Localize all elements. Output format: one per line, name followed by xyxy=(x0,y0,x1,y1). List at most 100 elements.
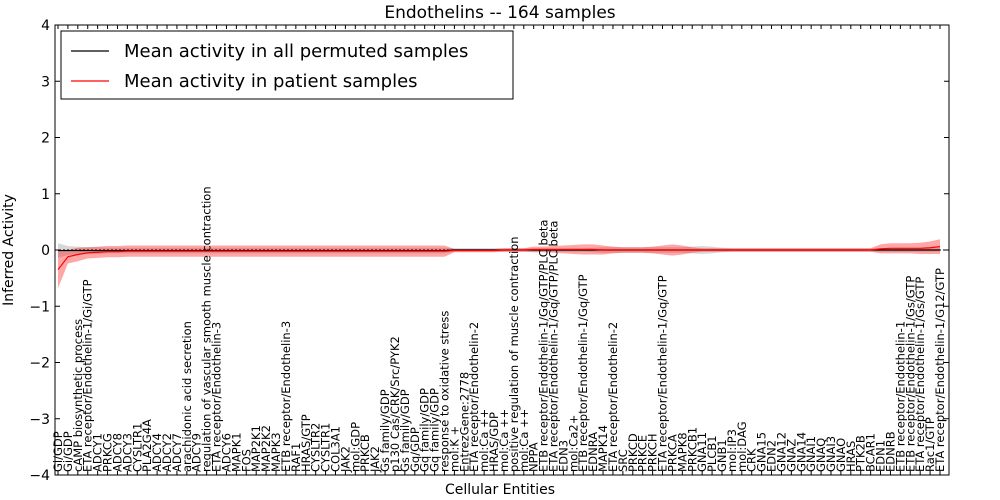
category-label: GNA15 xyxy=(755,432,769,472)
category-label: regulation of vascular smooth muscle con… xyxy=(200,186,214,472)
category-label: JAK2 xyxy=(368,446,382,473)
category-label: Gi/GDP xyxy=(61,431,75,472)
patient-mean-line xyxy=(57,246,941,271)
category-label: PRKCE xyxy=(636,435,650,472)
category-label: PRKCH xyxy=(646,433,660,472)
y-tick-label: 2 xyxy=(41,131,50,147)
category-label: mol:K + xyxy=(447,426,461,472)
category-label: HRAS xyxy=(844,441,858,472)
category-label: EDNRB xyxy=(883,431,897,472)
category-label: mol:Ca ++ xyxy=(477,409,491,472)
category-label: ETA receptor/Endothelin-2 xyxy=(606,322,620,472)
category-label: MAP2K2 xyxy=(259,425,273,472)
category-label: ETA receptor/Endothelin-1/Gq/GTP/PLC bet… xyxy=(547,221,561,472)
category-label: PLA2G4A xyxy=(140,419,154,472)
category-label: ADCY7 xyxy=(170,433,184,472)
category-label: MAPK14 xyxy=(596,425,610,472)
category-label: HRAS/GDP xyxy=(487,412,501,472)
category-label: CYSLTR1 xyxy=(319,423,333,472)
category-label: mol:GDP xyxy=(348,422,362,472)
category-label: PRKCA xyxy=(665,434,679,472)
category-label: SRC xyxy=(616,449,630,472)
category-label: ETB receptor/Endothelin-1 xyxy=(893,321,907,472)
category-label: ETA receptor/Endothelin-1/Gi/GTP xyxy=(81,279,95,472)
category-label: PTK2B xyxy=(854,435,868,472)
category-label: ADCY8 xyxy=(110,433,124,472)
series-lines xyxy=(55,246,949,271)
y-tick-label: −4 xyxy=(29,468,50,484)
legend-entry: Mean activity in all permuted samples xyxy=(124,41,468,62)
category-label: Rac1/GTP xyxy=(923,417,937,472)
category-label: ETA receptor/Endothelin-2 xyxy=(467,322,481,472)
category-label: mol:Ca ++ xyxy=(497,409,511,472)
y-tick-label: 0 xyxy=(41,243,50,259)
category-label: EntrezGene:2778 xyxy=(457,372,471,472)
y-tick-label: 4 xyxy=(41,18,50,34)
category-label: PRKCB xyxy=(358,434,372,472)
category-label: GNAZ xyxy=(784,439,798,472)
category-label: EDN1 xyxy=(874,440,888,472)
category-label: ADCY6 xyxy=(219,433,233,472)
category-label: PRKCD xyxy=(626,433,640,472)
category-label: ADCY4 xyxy=(150,433,164,472)
category-label: ETB receptor/Endothelin-1/Gs/GTP xyxy=(903,276,917,472)
category-label: CRK xyxy=(745,448,759,472)
category-label: Gq/GDP xyxy=(408,427,422,472)
category-label: FOS xyxy=(239,449,253,472)
category-label: PLCB1 xyxy=(705,435,719,472)
category-label: Gs family/GDP xyxy=(398,389,412,472)
y-tick-label: 3 xyxy=(41,74,50,90)
legend: Mean activity in all permuted samples Mea… xyxy=(60,30,514,100)
y-tick-label: 1 xyxy=(41,187,50,203)
category-label: mol:DAG xyxy=(735,421,749,472)
category-label: GNA11 xyxy=(695,432,709,472)
category-label: mol:Ca2+ xyxy=(566,415,580,472)
category-label: GNA14 xyxy=(794,432,808,472)
category-label: arachidonic acid secretion xyxy=(180,321,194,472)
category-label: EDN3 xyxy=(556,440,570,472)
category-label: GNAI3 xyxy=(824,436,838,472)
category-label: p130 Cas/CRK/Src/PYK2 xyxy=(388,336,402,472)
x-axis-label: Cellular Entities xyxy=(445,482,555,498)
axes: −4 −3 −2 −1 0 1 2 3 4 xyxy=(29,18,950,484)
category-label: ETA receptor/Endothelin-1/Gs/GTP xyxy=(913,277,927,472)
category-label: BCAR1 xyxy=(864,433,878,472)
category-label: ETB receptor/Endothelin-1/Gq/GTP xyxy=(576,274,590,472)
category-label: NPPA xyxy=(527,442,541,472)
category-label: positive regulation of muscle contractio… xyxy=(507,236,521,472)
category-label: GNAQ xyxy=(814,438,828,472)
category-label: JAK2 xyxy=(338,446,352,473)
category-label: ADCY3 xyxy=(120,433,134,472)
category-label: ADCY9 xyxy=(190,433,204,472)
y-tick-label: −1 xyxy=(29,299,50,315)
legend-entry: Mean activity in patient samples xyxy=(124,71,418,92)
category-label: Gq family/GDP xyxy=(418,388,432,472)
category-label: GNB1 xyxy=(715,439,729,472)
category-label: MAPK1 xyxy=(229,432,243,472)
y-axis-label: Inferred Activity xyxy=(1,194,17,306)
category-label: CYSLTR2 xyxy=(309,423,323,472)
category-label: ETA receptor/Endothelin-1/Gq/GTP xyxy=(656,275,670,472)
category-label: MAPK8 xyxy=(675,432,689,472)
category-label: ADCY1 xyxy=(91,433,105,472)
y-tick-label: −3 xyxy=(29,412,50,428)
category-label: EDNRA xyxy=(586,432,600,472)
chart-title: Endothelins -- 164 samples xyxy=(384,3,615,23)
category-label: ETB receptor/Endothelin-3 xyxy=(279,321,293,472)
category-label: ETA receptor/Endothelin-3 xyxy=(210,322,224,472)
category-label: GNAI1 xyxy=(804,436,818,472)
category-label: ETA receptor/Endothelin-1/G12/GTP xyxy=(933,268,947,472)
category-label: RAF1 xyxy=(289,443,303,472)
category-label: GNA12 xyxy=(774,432,788,472)
category-label: ADCY2 xyxy=(160,433,174,472)
category-label: Gq family/GDP xyxy=(428,388,442,472)
category-label: MAPK3 xyxy=(269,432,283,472)
category-label: GNAO xyxy=(834,438,848,472)
category-label: MAP2K1 xyxy=(249,425,263,472)
category-label: mol:IP3 xyxy=(725,429,739,472)
category-label: CYSLTR1 xyxy=(130,423,144,472)
category-label: Gs family/GDP xyxy=(378,389,392,472)
category-label: cAMP biosynthetic process xyxy=(71,319,85,472)
